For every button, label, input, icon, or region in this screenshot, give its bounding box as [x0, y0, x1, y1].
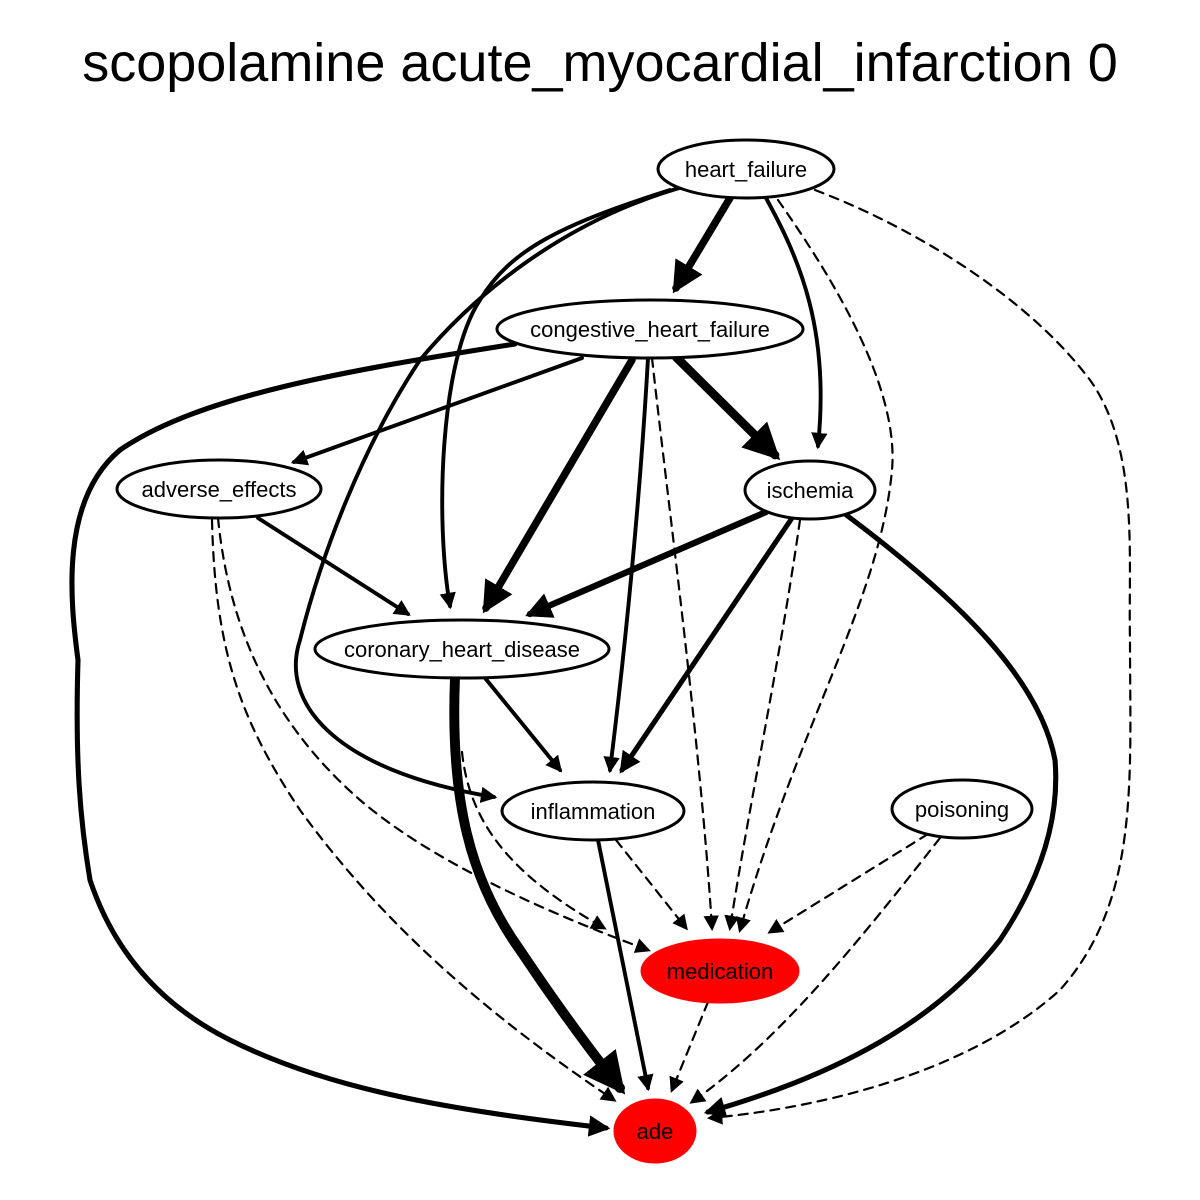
- edge-congestive_heart_failure-to-medication: [650, 356, 719, 932]
- edge-ischemia-to-ade: [703, 511, 1059, 1118]
- node-shape-poisoning: [890, 778, 1034, 840]
- node-layer: heart_failure congestive_heart_failureadv…: [115, 138, 1034, 1164]
- node-coronary_heart_disease: coronary_heart_disease: [313, 618, 611, 680]
- edge-heart_failure-to-medication: [735, 198, 894, 933]
- node-label-inflammation: inflammation: [531, 799, 656, 824]
- edge-congestive_heart_failure-to-adverse_effects: [290, 356, 584, 466]
- node-label-ischemia: ischemia: [767, 478, 855, 503]
- node-label-poisoning: poisoning: [915, 797, 1009, 822]
- edge-adverse_effects-to-ade: [210, 518, 617, 1102]
- node-label-adverse_effects: adverse_effects: [142, 477, 297, 502]
- edge-coronary_heart_disease-to-medication: [460, 750, 607, 930]
- node-label-medication: medication: [667, 959, 773, 984]
- node-shape-medication: [640, 938, 800, 1004]
- edge-layer: [69, 183, 1132, 1137]
- edge-heart_failure-to-ade: [706, 188, 1132, 1125]
- edge-ischemia-to-medication: [724, 518, 802, 932]
- edge-coronary_heart_disease-to-ade: [449, 673, 626, 1095]
- edge-inflammation-to-ade: [596, 838, 654, 1092]
- node-shape-inflammation: [500, 780, 686, 842]
- edge-ischemia-to-inflammation: [619, 515, 795, 774]
- edge-inflammation-to-medication: [614, 838, 688, 931]
- node-shape-ischemia: [743, 459, 877, 521]
- edge-adverse_effects-to-coronary_heart_disease: [256, 516, 411, 616]
- node-label-coronary_heart_disease: coronary_heart_disease: [344, 637, 580, 662]
- node-label-congestive_heart_failure: congestive_heart_failure: [530, 317, 770, 342]
- node-label-heart_failure: heart_failure: [685, 157, 807, 182]
- edge-congestive_heart_failure-to-coronary_heart_disease: [482, 356, 636, 614]
- edge-heart_failure-to-inflammation: [294, 183, 692, 803]
- edge-poisoning-to-ade: [689, 836, 942, 1104]
- edge-medication-to-ade: [669, 1000, 710, 1093]
- edge-ischemia-to-coronary_heart_disease: [525, 508, 770, 618]
- edge-adverse_effects-to-medication: [216, 516, 651, 953]
- node-medication: medication: [640, 938, 800, 1004]
- node-shape-congestive_heart_failure: [495, 298, 805, 360]
- node-shape-heart_failure: [656, 138, 836, 200]
- page-title: scopolamine acute_myocardial_infarction …: [82, 33, 1118, 93]
- node-inflammation: inflammation: [500, 780, 686, 842]
- edge-heart_failure-to-congestive_heart_failure: [672, 194, 734, 294]
- node-poisoning: poisoning: [890, 778, 1034, 840]
- edge-coronary_heart_disease-to-inflammation: [483, 676, 563, 773]
- node-shape-adverse_effects: [115, 458, 323, 520]
- edge-heart_failure-to-ischemia: [764, 196, 828, 450]
- node-heart_failure: heart_failure: [656, 138, 836, 200]
- node-ischemia: ischemia: [743, 459, 877, 521]
- node-shape-coronary_heart_disease: [313, 618, 611, 680]
- node-congestive_heart_failure: congestive_heart_failure: [495, 298, 805, 360]
- edge-congestive_heart_failure-to-ischemia: [671, 352, 781, 461]
- node-shape-ade: [613, 1098, 697, 1164]
- edge-poisoning-to-medication: [767, 832, 930, 934]
- edge-congestive_heart_failure-to-ade: [69, 341, 611, 1137]
- node-adverse_effects: adverse_effects: [115, 458, 323, 520]
- node-label-ade: ade: [637, 1119, 674, 1144]
- node-ade: ade: [613, 1098, 697, 1164]
